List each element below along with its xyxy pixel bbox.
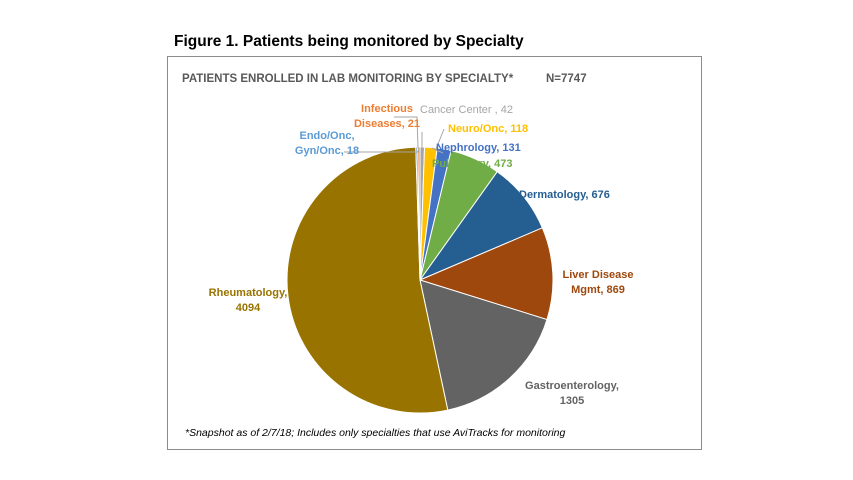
leader-line	[344, 148, 420, 153]
data-label-infectious-diseases: Infectious Diseases, 21	[354, 103, 420, 130]
data-label-gastroenterology: Gastroenterology, 1305	[525, 380, 619, 407]
data-label-rheumatology: Rheumatology, 4094	[209, 287, 288, 314]
data-label-cancer-center: Cancer Center , 42	[420, 104, 513, 116]
leader-line	[394, 116, 419, 149]
pie-slice-gastroenterology	[419, 279, 548, 411]
chart-footnote: *Snapshot as of 2/7/18; Includes only sp…	[185, 427, 566, 439]
data-label-nephrology: Nephrology, 131	[436, 142, 521, 154]
pie-chart: PATIENTS ENROLLED IN LAB MONITORING BY S…	[182, 73, 634, 439]
data-label-endo-onc-gyn-onc: Endo/Onc, Gyn/Onc, 18	[295, 130, 359, 157]
data-label-liver-disease-mgmt: Liver Disease Mgmt, 869	[563, 269, 634, 296]
data-label-pulmonary: Pulmonary, 473	[432, 158, 513, 170]
pie-slice-liver-disease-mgmt	[418, 227, 554, 321]
data-label-neuro-onc: Neuro/Onc, 118	[448, 123, 528, 135]
chart-title: PATIENTS ENROLLED IN LAB MONITORING BY S…	[182, 73, 514, 85]
chart-area: PATIENTS ENROLLED IN LAB MONITORING BY S…	[167, 56, 702, 450]
chart-total: N=7747	[546, 73, 587, 85]
figure-title: Figure 1. Patients being monitored by Sp…	[174, 33, 524, 50]
leader-line	[431, 147, 444, 154]
data-label-dermatology: Dermatology, 676	[519, 189, 610, 201]
pie-slice-rheumatology	[286, 146, 449, 414]
leader-line	[435, 128, 445, 150]
